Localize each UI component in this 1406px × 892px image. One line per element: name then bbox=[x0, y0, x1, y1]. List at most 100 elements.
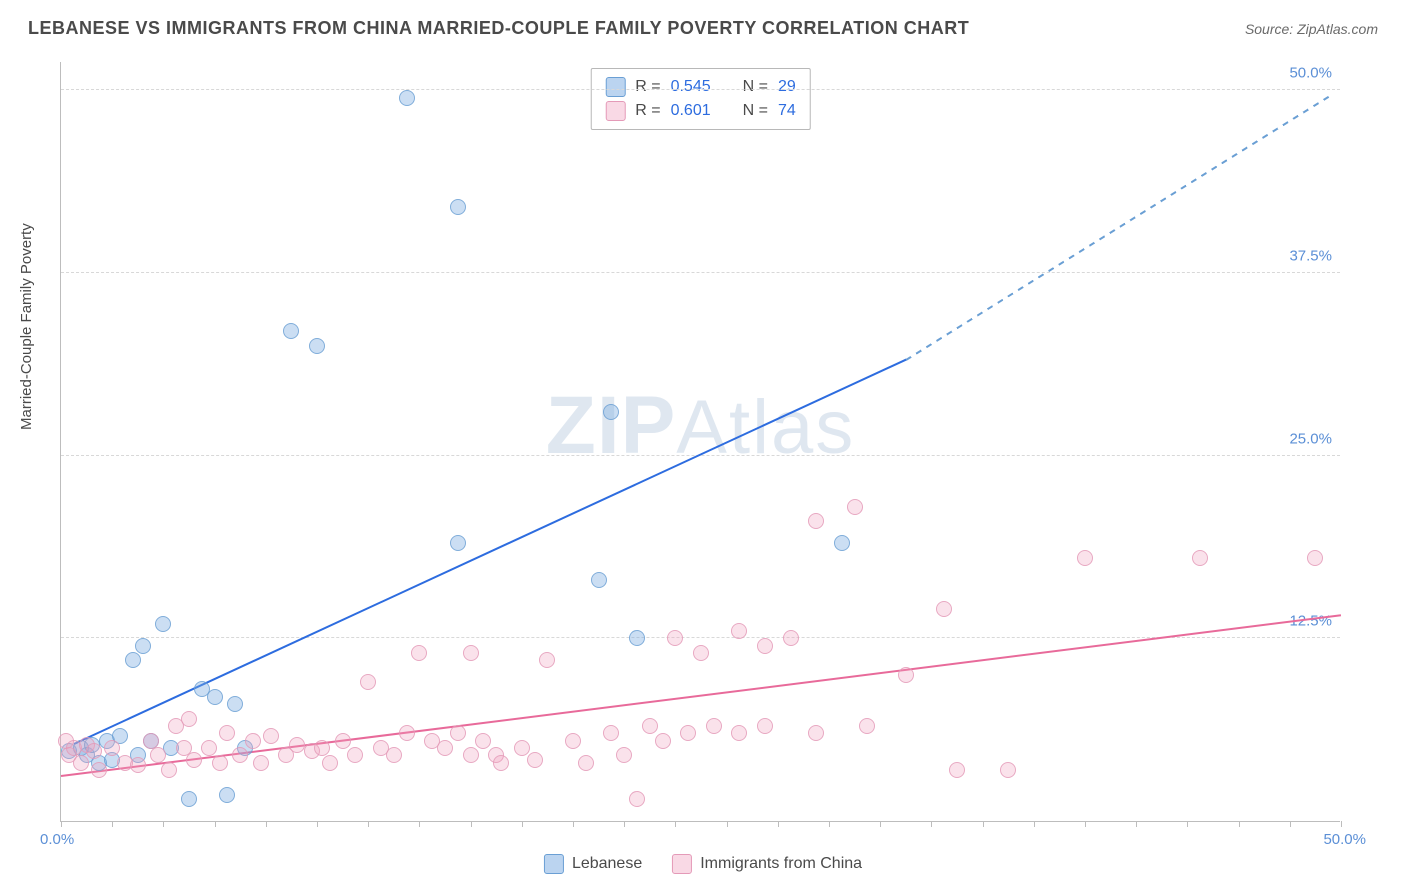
y-tick-label: 25.0% bbox=[1289, 430, 1332, 447]
data-point bbox=[629, 630, 645, 646]
x-tick bbox=[931, 821, 932, 827]
x-tick bbox=[163, 821, 164, 827]
data-point bbox=[322, 755, 338, 771]
x-tick bbox=[880, 821, 881, 827]
data-point bbox=[181, 791, 197, 807]
data-point bbox=[309, 338, 325, 354]
data-point bbox=[493, 755, 509, 771]
data-point bbox=[847, 499, 863, 515]
data-point bbox=[450, 725, 466, 741]
data-point bbox=[212, 755, 228, 771]
series-legend-label: Lebanese bbox=[572, 855, 642, 873]
data-point bbox=[731, 623, 747, 639]
data-point bbox=[808, 513, 824, 529]
x-tick bbox=[266, 821, 267, 827]
x-tick bbox=[1187, 821, 1188, 827]
data-point bbox=[514, 740, 530, 756]
data-point bbox=[253, 755, 269, 771]
watermark: ZIPAtlas bbox=[546, 379, 856, 473]
y-tick-label: 50.0% bbox=[1289, 65, 1332, 82]
x-tick bbox=[471, 821, 472, 827]
data-point bbox=[859, 718, 875, 734]
data-point bbox=[399, 725, 415, 741]
series-legend-label: Immigrants from China bbox=[700, 855, 862, 873]
data-point bbox=[347, 747, 363, 763]
x-tick bbox=[1085, 821, 1086, 827]
legend-n-label: N = bbox=[743, 78, 768, 96]
data-point bbox=[219, 725, 235, 741]
x-tick bbox=[522, 821, 523, 827]
data-point bbox=[314, 740, 330, 756]
legend-r-label: R = bbox=[635, 102, 660, 120]
x-tick bbox=[778, 821, 779, 827]
data-point bbox=[706, 718, 722, 734]
data-point bbox=[150, 747, 166, 763]
legend-r-value: 0.601 bbox=[671, 102, 711, 120]
legend-n-value: 29 bbox=[778, 78, 796, 96]
data-point bbox=[135, 638, 151, 654]
data-point bbox=[181, 711, 197, 727]
data-point bbox=[161, 762, 177, 778]
x-max-label: 50.0% bbox=[1323, 831, 1366, 848]
y-axis-label: Married-Couple Family Poverty bbox=[18, 223, 35, 430]
x-tick bbox=[727, 821, 728, 827]
y-tick-label: 37.5% bbox=[1289, 247, 1332, 264]
x-tick bbox=[1239, 821, 1240, 827]
legend-swatch bbox=[544, 854, 564, 874]
x-tick bbox=[675, 821, 676, 827]
x-tick bbox=[1290, 821, 1291, 827]
source-attribution: Source: ZipAtlas.com bbox=[1245, 21, 1378, 37]
legend-row: R =0.601N =74 bbox=[605, 99, 796, 123]
data-point bbox=[591, 572, 607, 588]
data-point bbox=[936, 601, 952, 617]
x-tick bbox=[317, 821, 318, 827]
legend-swatch bbox=[605, 77, 625, 97]
data-point bbox=[539, 652, 555, 668]
x-tick bbox=[61, 821, 62, 827]
data-point bbox=[201, 740, 217, 756]
correlation-legend: R =0.545N =29R =0.601N =74 bbox=[590, 68, 811, 130]
legend-row: R = 0.545 N = 29 bbox=[605, 75, 796, 99]
chart-title: LEBANESE VS IMMIGRANTS FROM CHINA MARRIE… bbox=[28, 18, 969, 39]
data-point bbox=[667, 630, 683, 646]
data-point bbox=[86, 743, 102, 759]
x-tick bbox=[1034, 821, 1035, 827]
trend-line-china bbox=[61, 614, 1341, 777]
legend-r-value: 0.545 bbox=[671, 78, 711, 96]
data-point bbox=[227, 696, 243, 712]
x-tick bbox=[573, 821, 574, 827]
data-point bbox=[680, 725, 696, 741]
x-tick bbox=[112, 821, 113, 827]
data-point bbox=[1192, 550, 1208, 566]
legend-r-label: R = bbox=[635, 78, 660, 96]
gridline bbox=[61, 272, 1340, 273]
data-point bbox=[130, 757, 146, 773]
data-point bbox=[757, 718, 773, 734]
data-point bbox=[207, 689, 223, 705]
data-point bbox=[143, 733, 159, 749]
data-point bbox=[603, 404, 619, 420]
data-point bbox=[245, 733, 261, 749]
data-point bbox=[757, 638, 773, 654]
data-point bbox=[73, 755, 89, 771]
x-tick bbox=[1136, 821, 1137, 827]
data-point bbox=[834, 535, 850, 551]
data-point bbox=[475, 733, 491, 749]
data-point bbox=[411, 645, 427, 661]
data-point bbox=[219, 787, 235, 803]
data-point bbox=[808, 725, 824, 741]
data-point bbox=[450, 199, 466, 215]
data-point bbox=[450, 535, 466, 551]
data-point bbox=[949, 762, 965, 778]
x-tick bbox=[983, 821, 984, 827]
data-point bbox=[283, 323, 299, 339]
data-point bbox=[1000, 762, 1016, 778]
x-tick bbox=[215, 821, 216, 827]
legend-swatch bbox=[605, 101, 625, 121]
x-tick bbox=[368, 821, 369, 827]
legend-n-label: N = bbox=[743, 102, 768, 120]
data-point bbox=[386, 747, 402, 763]
data-point bbox=[91, 762, 107, 778]
data-point bbox=[578, 755, 594, 771]
data-point bbox=[186, 752, 202, 768]
